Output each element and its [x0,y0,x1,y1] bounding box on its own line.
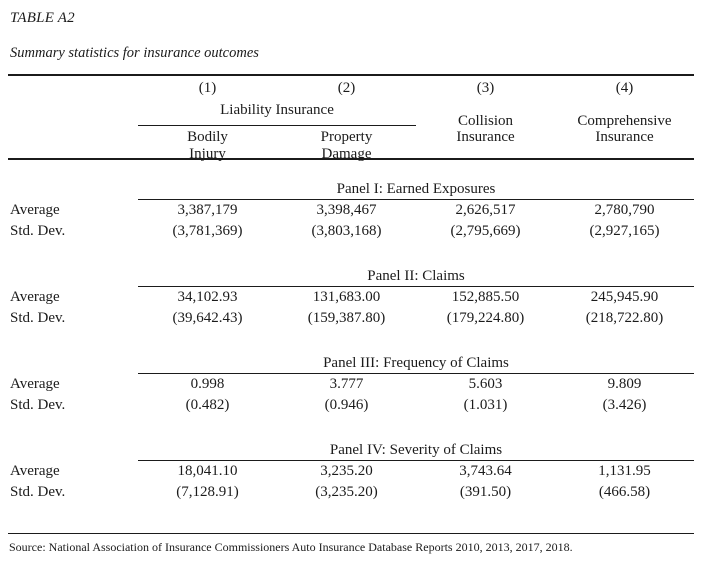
cell-value: (3.426) [602,397,647,413]
cell-value: (3,803,168) [311,223,382,239]
column-number-4: (4) [615,80,634,96]
cell-value: 2,780,790 [594,202,655,218]
cell-value: (0.482) [185,397,230,413]
bodily-injury-header: Bodily Injury [138,126,277,162]
cell-value: (391.50) [459,484,512,500]
property-damage-header: Property Damage [277,126,416,162]
cell-value: 152,885.50 [451,289,520,305]
cell-value: (218,722.80) [585,310,664,326]
panel-title: Panel IV: Severity of Claims [138,442,694,461]
header-line: Collision [457,112,513,129]
cell-value: 9.809 [607,376,642,392]
panel-title: Panel II: Claims [138,268,694,287]
cell-value: (2,795,669) [450,223,521,239]
cell-value: (3,235.20) [315,484,378,500]
cell-value: (2,927,165) [589,223,660,239]
cell-value: (466.58) [598,484,651,500]
row-label: Std. Dev. [10,397,66,413]
table-row: Average 34,102.93 131,683.00 152,885.50 … [8,287,694,308]
row-label: Average [10,376,60,392]
cell-value: 3,398,467 [316,202,377,218]
cell-value: (3,781,369) [172,223,243,239]
panel-title-row: Panel II: Claims [8,268,694,287]
header-line: Comprehensive [577,112,672,129]
panel-earned-exposures: Panel I: Earned Exposures Average 3,387,… [8,181,694,242]
cell-value: (7,128.91) [176,484,239,500]
header-line: Insurance [595,129,654,145]
row-label: Std. Dev. [10,223,66,239]
panel-title-row: Panel I: Earned Exposures [8,181,694,200]
source-note: Source: National Association of Insuranc… [8,533,694,555]
source-text: Source: National Association of Insuranc… [9,540,573,554]
cell-value: 1,131.95 [598,463,651,479]
cell-value: 245,945.90 [590,289,659,305]
table-header: (1) (2) (3) (4) Liability Insurance Coll… [8,76,694,162]
panel-title: Panel I: Earned Exposures [138,181,694,200]
panel-title-row: Panel III: Frequency of Claims [8,355,694,374]
header-line: Insurance [456,129,515,145]
top-rule [8,74,694,76]
cell-value: 34,102.93 [177,289,238,305]
header-line: Injury [189,145,226,162]
cell-value: 3,387,179 [177,202,238,218]
table-row: Std. Dev. (7,128.91) (3,235.20) (391.50)… [8,482,694,503]
table-row: Average 3,387,179 3,398,467 2,626,517 2,… [8,200,694,221]
collision-insurance-header: Collision Insurance [416,100,555,158]
row-label: Std. Dev. [10,310,66,326]
table-title: TABLE A2 [10,10,75,26]
cell-value: 3,743.64 [459,463,512,479]
table-row: Average 0.998 3.777 5.603 9.809 [8,374,694,395]
cell-value: 2,626,517 [455,202,516,218]
panel-title-row: Panel IV: Severity of Claims [8,442,694,461]
table-row: Std. Dev. (0.482) (0.946) (1.031) (3.426… [8,395,694,416]
cell-value: 0.998 [190,376,225,392]
cell-value: (159,387.80) [307,310,386,326]
row-label: Average [10,202,60,218]
header-bottom-rule [8,158,694,160]
cell-value: (179,224.80) [446,310,525,326]
header-line: Bodily [187,129,228,145]
liability-group-header: Liability Insurance [138,100,416,126]
row-label: Average [10,289,60,305]
table-row: Std. Dev. (39,642.43) (159,387.80) (179,… [8,308,694,329]
column-number-1: (1) [198,80,217,96]
row-label: Std. Dev. [10,484,66,500]
panel-claims: Panel II: Claims Average 34,102.93 131,6… [8,268,694,329]
table-row: Std. Dev. (3,781,369) (3,803,168) (2,795… [8,221,694,242]
header-line: Damage [321,145,372,162]
column-number-3: (3) [476,80,495,96]
panel-frequency-of-claims: Panel III: Frequency of Claims Average 0… [8,355,694,416]
cell-value: 131,683.00 [312,289,381,305]
cell-value: (0.946) [324,397,369,413]
panel-severity-of-claims: Panel IV: Severity of Claims Average 18,… [8,442,694,503]
cell-value: 3,235.20 [320,463,373,479]
cell-value: 5.603 [468,376,503,392]
column-number-2: (2) [337,80,356,96]
cell-value: 3.777 [329,376,364,392]
cell-value: (39,642.43) [172,310,243,326]
row-label: Average [10,463,60,479]
header-line: Property [320,129,373,145]
comprehensive-insurance-header: Comprehensive Insurance [555,100,694,158]
table-subtitle: Summary statistics for insurance outcome… [10,45,259,61]
panel-title: Panel III: Frequency of Claims [138,355,694,374]
cell-value: (1.031) [463,397,508,413]
table-row: Average 18,041.10 3,235.20 3,743.64 1,13… [8,461,694,482]
cell-value: 18,041.10 [177,463,238,479]
